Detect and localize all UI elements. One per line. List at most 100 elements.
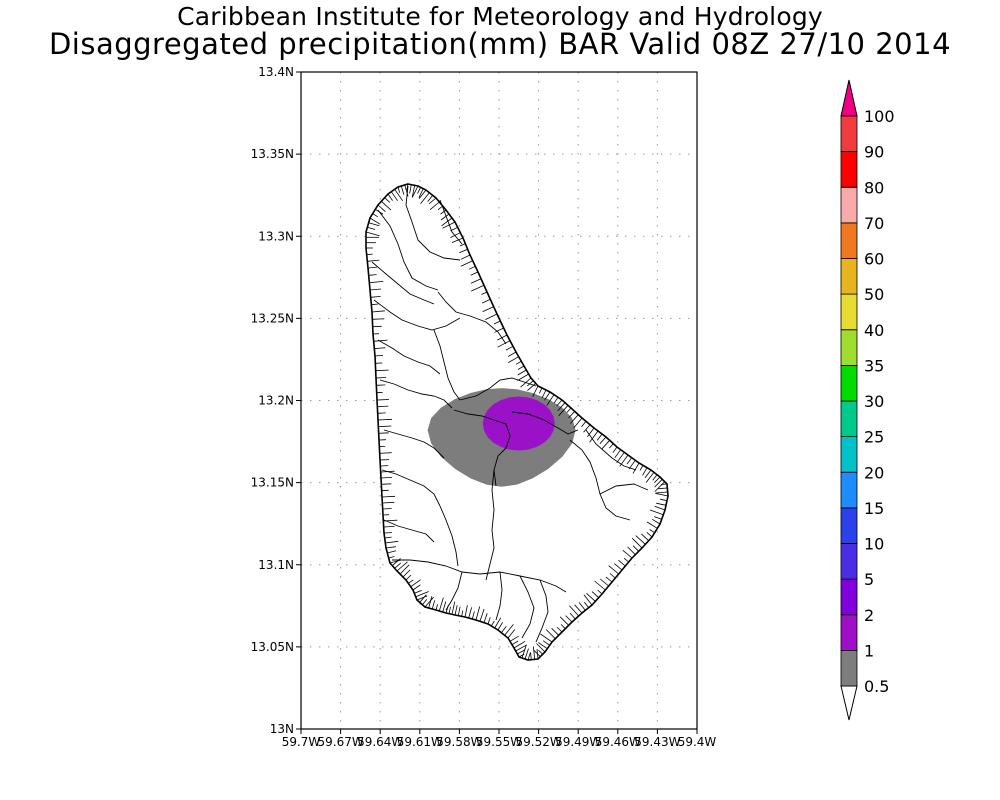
coastal-drainage-line — [457, 606, 461, 616]
coastal-drainage-line — [574, 604, 583, 614]
chart-title-product: Disaggregated precipitation(mm) BAR Vali… — [48, 27, 952, 61]
coastal-drainage-line — [623, 557, 629, 563]
coastal-drainage-line — [557, 402, 566, 412]
coastal-drainage-line — [375, 208, 384, 215]
catchment-boundary-line — [381, 469, 441, 507]
coastal-drainage-line — [382, 501, 395, 504]
colorbar-swatch — [840, 151, 858, 188]
coastal-drainage-line — [594, 580, 606, 591]
coastal-drainage-line — [410, 579, 421, 588]
lat-tick-label: 13.15N — [251, 476, 294, 490]
colorbar-swatch — [840, 614, 858, 651]
coastal-drainage-line — [375, 377, 387, 379]
coastal-drainage-line — [540, 633, 553, 643]
coastal-drainage-line — [367, 226, 376, 230]
lat-tick-label: 13.35N — [251, 147, 294, 161]
colorbar-label: 60 — [864, 250, 884, 269]
coastal-drainage-line — [646, 532, 653, 538]
coastal-drainage-line — [597, 589, 603, 595]
coastal-drainage-line — [538, 649, 543, 655]
coastal-drainage-line — [536, 643, 546, 653]
colorbar-swatch — [840, 578, 858, 616]
lat-tick-label: 13.3N — [258, 229, 294, 243]
coastal-drainage-line — [583, 594, 593, 606]
coastal-drainage-line — [412, 584, 421, 591]
coastal-drainage-line — [556, 626, 563, 633]
coastal-drainage-line — [542, 640, 550, 646]
colorbar-label: 5 — [864, 570, 874, 589]
coastal-drainage-line — [372, 213, 379, 218]
coastal-drainage-line — [544, 391, 551, 401]
coastal-drainage-line — [435, 604, 438, 611]
coastal-drainage-line — [409, 184, 412, 194]
longitude-axis: 59.7W59.67W59.64W59.61W59.58W59.55W59.52… — [282, 729, 716, 749]
coastal-drainage-line — [429, 201, 440, 211]
coastal-drainage-line — [374, 347, 386, 350]
coastal-drainage-line — [654, 481, 665, 492]
colorbar-label: 15 — [864, 499, 884, 518]
coastal-drainage-line — [490, 620, 495, 627]
coastal-drainage-line — [408, 579, 414, 584]
coastal-drainage-line — [414, 590, 422, 594]
coastal-drainage-line — [653, 516, 662, 520]
coastal-drainage-line — [527, 652, 531, 661]
coastal-drainage-line — [654, 505, 666, 511]
coastal-drainage-line — [658, 487, 668, 490]
coastal-drainage-line — [618, 559, 626, 567]
coastal-drainage-line — [366, 253, 373, 256]
coastal-drainage-line — [381, 495, 396, 498]
colorbar-label: 1 — [864, 641, 874, 660]
coastal-drainage-line — [583, 424, 591, 433]
coastal-drainage-line — [372, 318, 385, 320]
coastal-drainage-line — [515, 360, 522, 365]
coastal-drainage-line — [628, 460, 636, 470]
coastal-drainage-line — [533, 646, 536, 660]
lon-tick-label: 59.67W — [317, 735, 363, 749]
coastal-drainage-line — [368, 222, 380, 227]
coastal-drainage-line — [646, 521, 658, 529]
coastal-drainage-line — [652, 474, 658, 481]
coastal-drainage-line — [570, 414, 579, 424]
coastal-drainage-line — [411, 185, 419, 198]
coastal-drainage-line — [378, 425, 392, 428]
coastal-drainage-line — [369, 217, 381, 225]
coastal-drainage-line — [383, 526, 395, 528]
coastal-drainage-line — [384, 197, 391, 203]
coastal-drainage-line — [599, 578, 609, 587]
coastal-drainage-line — [445, 605, 449, 614]
coastal-drainage-line — [556, 399, 563, 407]
coastal-drainage-line — [513, 640, 526, 649]
coastal-drainage-line — [509, 635, 519, 642]
latitude-axis: 13N 13.05N 13.1N 13.15N 13.2N 13.25N 13.3N 13.3… — [251, 65, 301, 736]
coastal-drainage-line — [481, 298, 491, 304]
coastal-drainage-line — [427, 195, 434, 202]
colorbar-label: 50 — [864, 285, 884, 304]
coastal-drainage-line — [508, 351, 517, 357]
coastal-drainage-line — [642, 467, 648, 476]
coastal-drainage-line — [387, 550, 397, 554]
coastal-drainage-line — [396, 561, 408, 572]
coastal-drainage-line — [619, 454, 629, 467]
catchment-boundary-line — [371, 261, 435, 305]
coastal-drainage-line — [367, 266, 378, 269]
catchment-boundary-line — [383, 519, 435, 543]
colorbar-label: 2 — [864, 606, 874, 625]
coastal-drainage-line — [493, 320, 501, 325]
coastal-drainage-line — [591, 591, 599, 598]
colorbar-label: 10 — [864, 535, 884, 554]
catchment-boundary-line — [511, 411, 579, 435]
coastal-drainage-line — [517, 373, 529, 381]
coastal-drainage-line — [437, 205, 443, 211]
coastal-drainage-line — [656, 502, 667, 506]
coastal-drainage-line — [420, 192, 430, 204]
coastal-drainage-line — [397, 186, 401, 193]
coastal-drainage-line — [558, 405, 569, 417]
coastal-drainage-line — [470, 278, 482, 284]
coastal-drainage-line — [377, 405, 389, 408]
coastal-drainage-line — [631, 537, 643, 549]
catchment-boundary-line — [569, 439, 631, 521]
coastal-drainage-line — [471, 284, 485, 292]
coastal-drainage-line — [541, 389, 547, 399]
lon-tick-label: 59.7W — [282, 735, 321, 749]
coastal-drainage-line — [536, 648, 539, 660]
